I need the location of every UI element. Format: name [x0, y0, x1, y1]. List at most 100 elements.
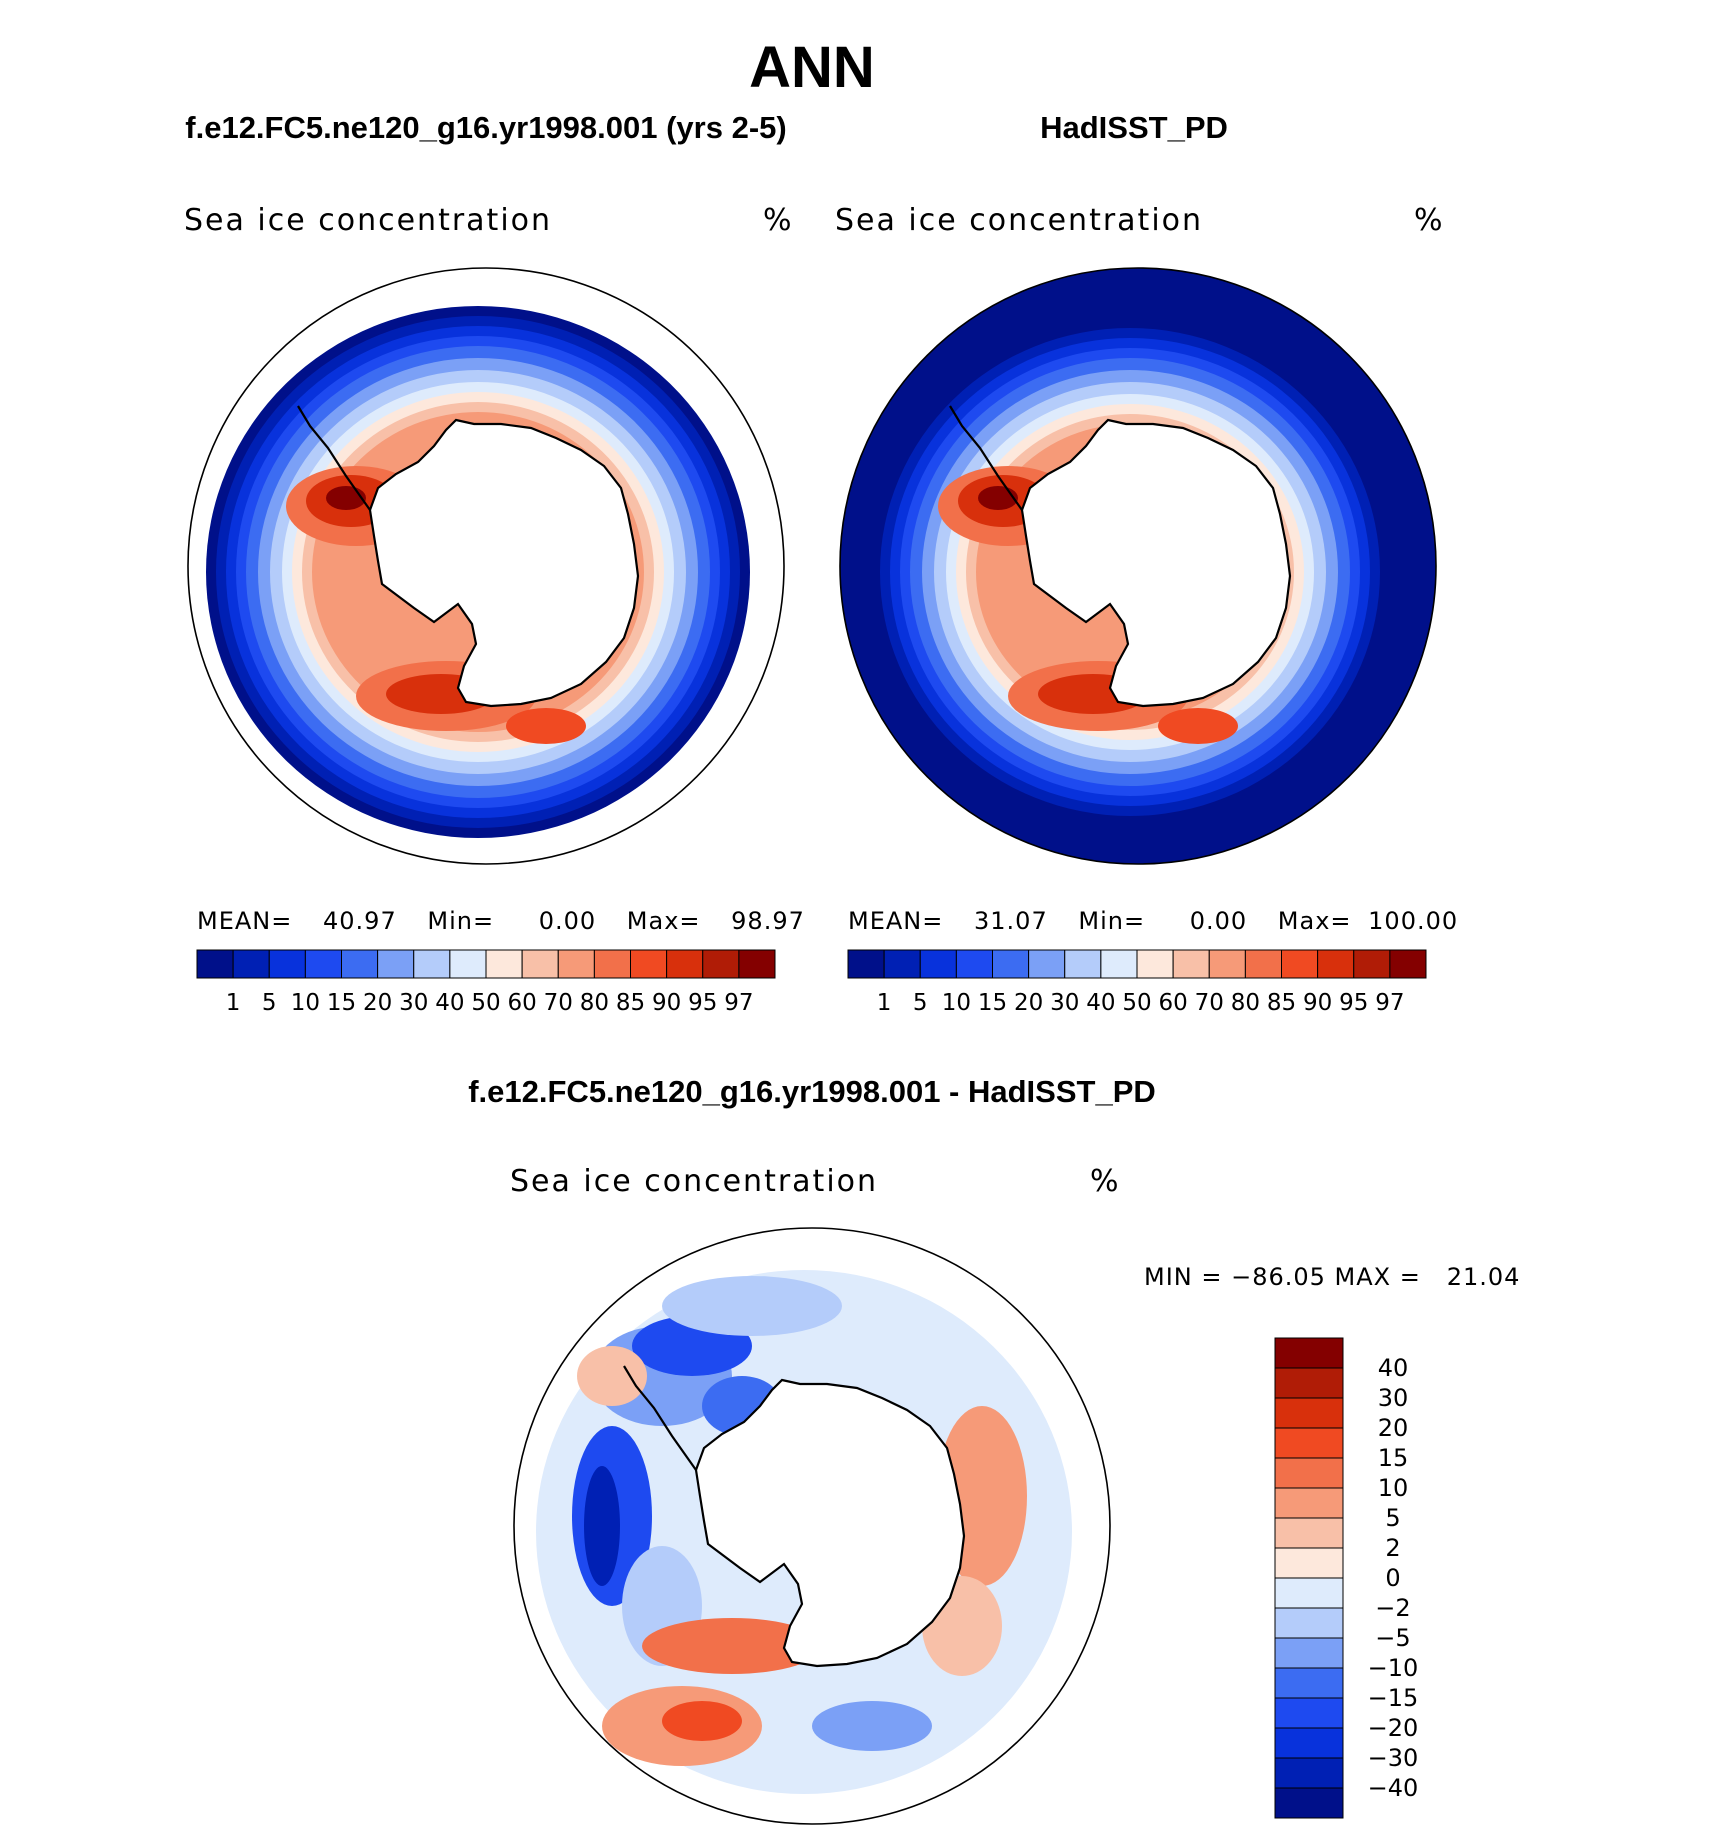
min-label: Min= — [427, 907, 495, 935]
colorbar-label-12: 90 — [1303, 990, 1332, 1016]
colorbar-label-10: 80 — [1231, 990, 1260, 1016]
units-label-diff: % — [1090, 1164, 1121, 1199]
colorbar-label-6: 40 — [1086, 990, 1115, 1016]
colorbar-box-13 — [1274, 1727, 1344, 1759]
colorbar-label-9: 70 — [1195, 990, 1224, 1016]
colorbar-box-1 — [1274, 1367, 1344, 1399]
diff-anomaly-patch-6 — [642, 1618, 822, 1674]
antarctic-peninsula-model — [297, 405, 371, 511]
colorbar-box-7 — [449, 949, 487, 979]
figure-title: ANN — [749, 35, 875, 100]
colorbar-obs: 1 5 10 15 20 30 40 50 60 70 80 85 90 95 97 — [847, 949, 1427, 1016]
high-concentration-patch-obs-2 — [978, 486, 1018, 510]
stats-diff: MIN = −86.05 MAX = 21.04 — [1144, 1263, 1521, 1291]
diff-anomaly-patch-11 — [812, 1701, 932, 1751]
colorbar-label-2: 10 — [942, 990, 971, 1016]
colorbar-box-8 — [1274, 1577, 1344, 1609]
colorbar-model: 1 5 10 15 20 30 40 50 60 70 80 85 90 95 97 — [196, 949, 776, 1016]
units-label-model: % — [763, 203, 794, 238]
colorbar-box-12 — [1274, 1697, 1344, 1729]
min-value: 0.00 — [1189, 907, 1248, 935]
colorbar-label-13: 95 — [1339, 990, 1368, 1016]
colorbar-box-9 — [1274, 1607, 1344, 1639]
colorbar-label-11: −15 — [1368, 1684, 1419, 1712]
min-label: Min= — [1078, 907, 1146, 935]
colorbar-box-9 — [521, 949, 559, 979]
min-value: 0.00 — [538, 907, 597, 935]
high-concentration-patch-obs-5 — [1158, 708, 1238, 744]
field-label-diff: Sea ice concentration — [510, 1164, 879, 1199]
colorbar-label-14: 97 — [1375, 990, 1404, 1016]
colorbar-box-10 — [1274, 1637, 1344, 1669]
colorbar-box-15 — [1274, 1787, 1344, 1819]
colorbar-label-10: 80 — [580, 990, 609, 1016]
high-concentration-patch-model-2 — [326, 486, 366, 510]
colorbar-label-8: 60 — [507, 990, 536, 1016]
map-model-south-polar — [187, 267, 785, 865]
colorbar-box-5 — [1028, 949, 1066, 979]
panel-title-obs: HadISST_PD — [1040, 110, 1228, 145]
colorbar-label-5: 5 — [1385, 1504, 1400, 1532]
max-label: Max= — [1277, 907, 1352, 935]
map-obs-south-polar — [839, 267, 1437, 865]
colorbar-label-1: 5 — [262, 990, 277, 1016]
colorbar-box-13 — [666, 949, 704, 979]
colorbar-label-5: 30 — [399, 990, 428, 1016]
colorbar-label-9: −5 — [1375, 1624, 1410, 1652]
colorbar-box-5 — [377, 949, 415, 979]
colorbar-label-11: 85 — [1267, 990, 1296, 1016]
colorbar-box-10 — [557, 949, 595, 979]
colorbar-label-7: 50 — [471, 990, 500, 1016]
max-value: 100.00 — [1368, 907, 1459, 935]
colorbar-box-4 — [1274, 1457, 1344, 1489]
colorbar-label-1: 30 — [1378, 1384, 1409, 1412]
max-value: 98.97 — [731, 907, 805, 935]
colorbar-box-2 — [268, 949, 306, 979]
map-boundary-model — [187, 267, 785, 865]
colorbar-label-9: 70 — [544, 990, 573, 1016]
colorbar-label-0: 1 — [877, 990, 892, 1016]
colorbar-label-2: 10 — [291, 990, 320, 1016]
colorbar-box-15 — [1389, 949, 1427, 979]
colorbar-label-0: 40 — [1378, 1354, 1409, 1382]
colorbar-box-6 — [413, 949, 451, 979]
units-label-obs: % — [1414, 203, 1445, 238]
panel-title-diff: f.e12.FC5.ne120_g16.yr1998.001 - HadISST… — [468, 1074, 1156, 1109]
colorbar-label-2: 20 — [1378, 1414, 1409, 1442]
colorbar-label-11: 85 — [616, 990, 645, 1016]
colorbar-box-1 — [232, 949, 270, 979]
colorbar-box-0 — [1274, 1337, 1344, 1369]
colorbar-label-7: 0 — [1385, 1564, 1400, 1592]
colorbar-label-8: −2 — [1375, 1594, 1410, 1622]
colorbar-label-6: 2 — [1385, 1534, 1400, 1562]
colorbar-box-15 — [738, 949, 776, 979]
colorbar-box-13 — [1317, 949, 1355, 979]
colorbar-label-1: 5 — [913, 990, 928, 1016]
colorbar-box-6 — [1064, 949, 1102, 979]
colorbar-label-4: 10 — [1378, 1474, 1409, 1502]
colorbar-label-14: 97 — [724, 990, 753, 1016]
antarctic-peninsula-obs — [949, 405, 1023, 511]
diff-anomaly-patch-12 — [577, 1346, 647, 1406]
mean-value: 31.07 — [974, 907, 1048, 935]
colorbar-box-7 — [1100, 949, 1138, 979]
colorbar-label-14: −40 — [1368, 1774, 1419, 1802]
map-boundary-diff — [513, 1227, 1111, 1825]
colorbar-box-3 — [955, 949, 993, 979]
colorbar-box-0 — [196, 949, 234, 979]
colorbar-box-12 — [1281, 949, 1319, 979]
colorbar-label-7: 50 — [1122, 990, 1151, 1016]
colorbar-box-3 — [304, 949, 342, 979]
colorbar-box-9 — [1172, 949, 1210, 979]
colorbar-box-2 — [919, 949, 957, 979]
diff-anomaly-patch-4 — [662, 1276, 842, 1336]
colorbar-box-8 — [485, 949, 523, 979]
colorbar-box-0 — [847, 949, 885, 979]
colorbar-label-3: 15 — [1378, 1444, 1409, 1472]
colorbar-box-8 — [1136, 949, 1174, 979]
colorbar-box-11 — [1274, 1667, 1344, 1699]
stats-obs: MEAN= 31.07 Min= 0.00 Max= 100.00 — [848, 907, 1458, 935]
panel-title-model: f.e12.FC5.ne120_g16.yr1998.001 (yrs 2-5) — [185, 110, 787, 145]
